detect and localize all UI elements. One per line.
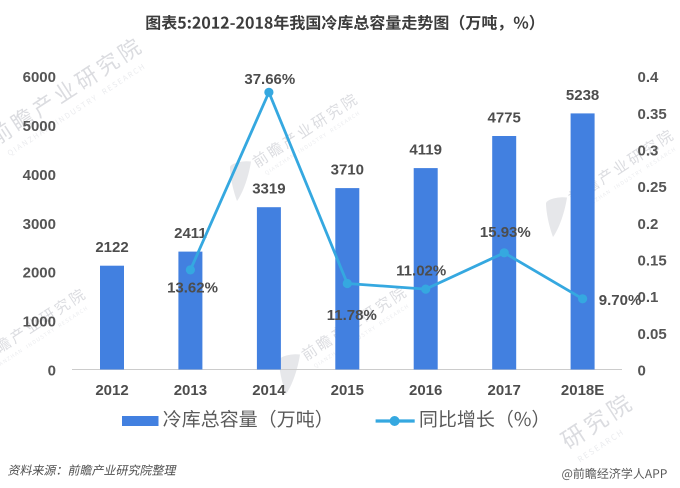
svg-text:0.05: 0.05 bbox=[638, 326, 667, 343]
svg-text:0: 0 bbox=[638, 363, 646, 380]
svg-text:11.02%: 11.02% bbox=[396, 262, 446, 279]
svg-text:6000: 6000 bbox=[23, 69, 56, 86]
svg-text:2000: 2000 bbox=[23, 265, 56, 282]
svg-text:0.35: 0.35 bbox=[638, 106, 667, 123]
svg-text:0.25: 0.25 bbox=[638, 179, 667, 196]
svg-text:0.4: 0.4 bbox=[638, 69, 660, 86]
svg-text:0.2: 0.2 bbox=[638, 216, 659, 233]
svg-text:5238: 5238 bbox=[566, 87, 599, 104]
svg-text:2411: 2411 bbox=[174, 225, 207, 242]
svg-text:2017: 2017 bbox=[488, 382, 521, 399]
svg-text:4775: 4775 bbox=[488, 110, 521, 127]
svg-text:0.15: 0.15 bbox=[638, 253, 667, 270]
svg-text:3710: 3710 bbox=[331, 162, 364, 179]
svg-text:11.78%: 11.78% bbox=[327, 307, 377, 324]
svg-text:5000: 5000 bbox=[23, 118, 56, 135]
svg-text:0: 0 bbox=[48, 363, 56, 380]
svg-text:4119: 4119 bbox=[409, 142, 442, 159]
svg-text:3000: 3000 bbox=[23, 216, 56, 233]
svg-text:13.62%: 13.62% bbox=[167, 279, 218, 296]
svg-text:37.66%: 37.66% bbox=[244, 71, 295, 88]
svg-text:2016: 2016 bbox=[409, 382, 442, 399]
svg-text:2013: 2013 bbox=[174, 382, 207, 399]
svg-text:3319: 3319 bbox=[252, 181, 285, 198]
svg-text:0.3: 0.3 bbox=[638, 142, 659, 159]
svg-text:1000: 1000 bbox=[23, 314, 56, 331]
svg-text:9.70%: 9.70% bbox=[599, 292, 642, 309]
svg-text:0.1: 0.1 bbox=[638, 289, 659, 306]
svg-text:4000: 4000 bbox=[23, 167, 56, 184]
svg-text:2015: 2015 bbox=[331, 382, 364, 399]
svg-text:2018E: 2018E bbox=[561, 382, 604, 399]
svg-text:2014: 2014 bbox=[252, 382, 286, 399]
svg-text:15.93%: 15.93% bbox=[480, 224, 531, 241]
svg-text:2012: 2012 bbox=[95, 382, 128, 399]
svg-text:2122: 2122 bbox=[95, 239, 128, 256]
